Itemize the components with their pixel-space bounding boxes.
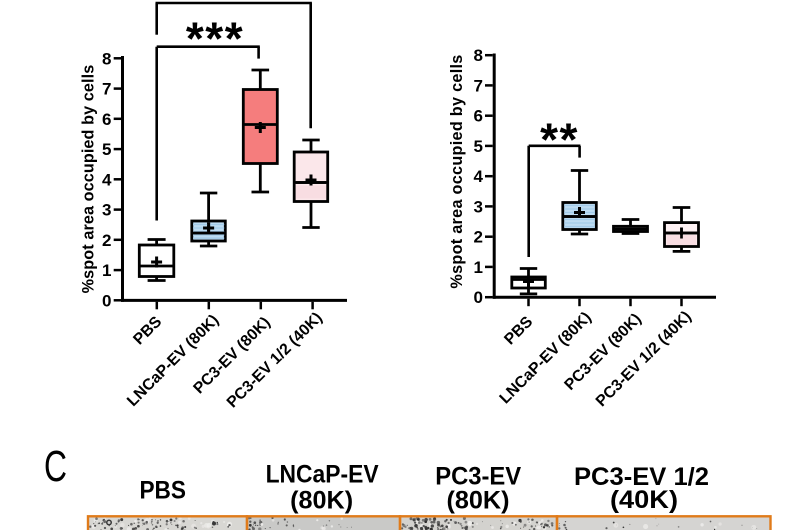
svg-text:**: ** [540,114,579,166]
svg-text:PBS: PBS [139,476,186,504]
svg-text:1: 1 [102,261,111,280]
svg-text:5: 5 [102,140,111,159]
svg-text:1: 1 [474,258,483,277]
svg-text:LNCaP-EV: LNCaP-EV [266,461,379,489]
svg-text:2: 2 [102,231,111,250]
svg-text:PC3-EV: PC3-EV [435,463,521,491]
svg-text:3: 3 [102,201,111,220]
svg-text:(40K): (40K) [610,486,678,514]
svg-text:(80K): (80K) [290,487,353,515]
svg-text:PC3-EV 1/2: PC3-EV 1/2 [574,463,709,491]
svg-text:***: *** [186,13,244,65]
svg-text:%spot area occupied by cells: %spot area occupied by cells [448,54,466,288]
svg-text:3: 3 [474,197,483,216]
svg-text:0: 0 [102,291,111,310]
svg-text:C: C [44,442,67,491]
svg-text:7: 7 [474,76,483,95]
svg-text:6: 6 [102,110,111,129]
svg-text:%spot area occupied by cells: %spot area occupied by cells [80,65,98,294]
svg-text:6: 6 [474,107,483,126]
svg-text:8: 8 [474,46,483,65]
svg-text:(80K): (80K) [447,487,510,515]
svg-text:4: 4 [474,167,484,186]
svg-text:2: 2 [474,228,483,247]
svg-text:0: 0 [474,288,483,307]
svg-text:8: 8 [102,49,111,68]
svg-text:5: 5 [474,137,483,156]
svg-text:4: 4 [102,170,112,189]
svg-text:7: 7 [102,80,111,99]
